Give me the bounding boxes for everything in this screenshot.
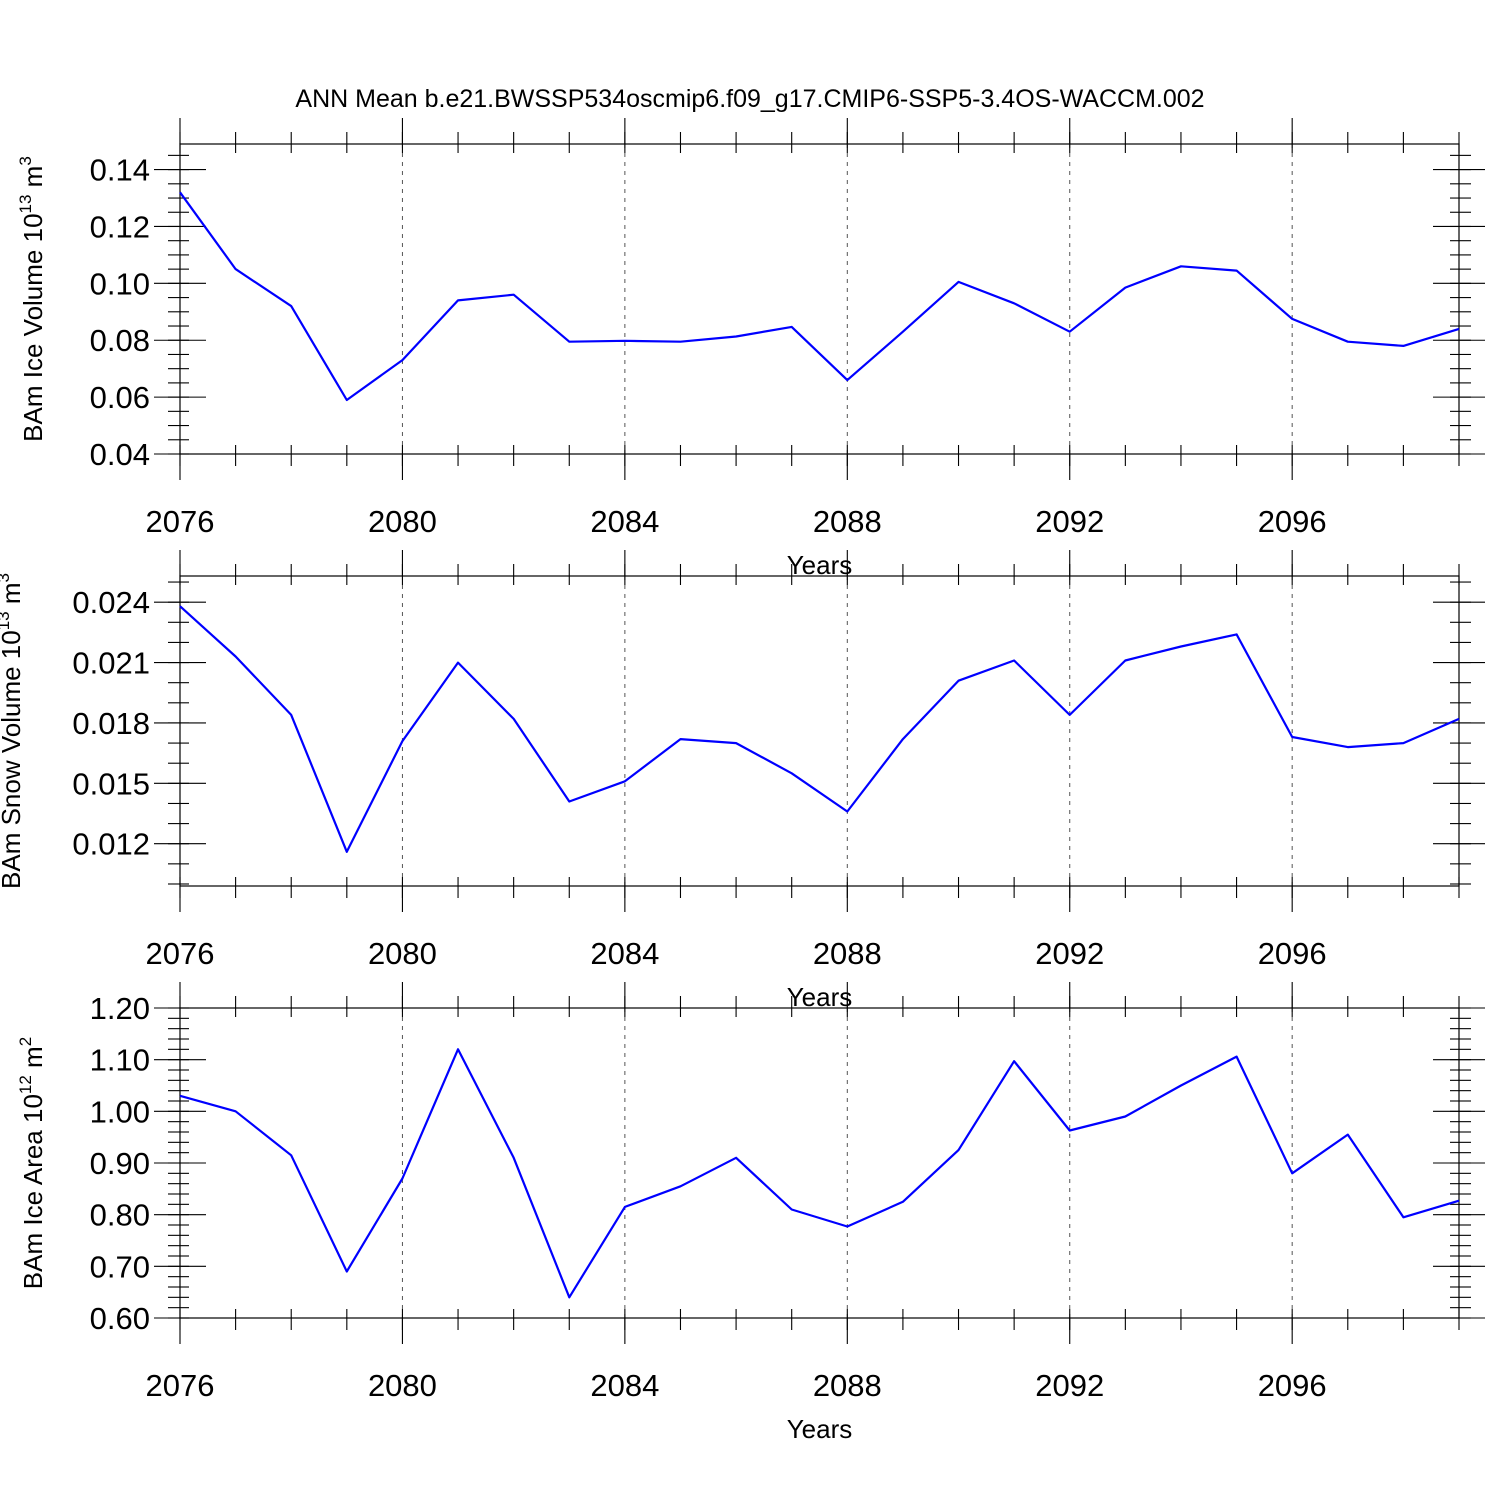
x-tick-label: 2076 bbox=[146, 936, 215, 971]
y-tick-label: 0.60 bbox=[90, 1301, 150, 1336]
series-line bbox=[179, 191, 1460, 402]
panel-1: 2076 2080 2084 2088 2092 2096 Years 0.04 0.06 0.0… bbox=[16, 118, 1485, 580]
panel-2: 2076 2080 2084 2088 2092 2096 Years 0.012 0.015 0… bbox=[0, 550, 1485, 1012]
x-tick-label: 2092 bbox=[1035, 1368, 1104, 1403]
x-axis-title: Years bbox=[787, 1414, 853, 1444]
x-tick-label: 2096 bbox=[1258, 504, 1327, 539]
y-tick-label: 0.018 bbox=[72, 706, 150, 741]
series-line bbox=[179, 605, 1460, 853]
y-tick-label: 1.10 bbox=[90, 1043, 150, 1078]
x-tick-label: 2084 bbox=[590, 504, 659, 539]
y-tick-label: 1.00 bbox=[90, 1094, 150, 1129]
x-tick-label: 2088 bbox=[813, 504, 882, 539]
x-tick-label: 2088 bbox=[813, 936, 882, 971]
y-tick-label: 0.08 bbox=[90, 323, 150, 358]
x-tick-label: 2096 bbox=[1258, 1368, 1327, 1403]
y-tick-label: 0.90 bbox=[90, 1146, 150, 1181]
y-axis-title: BAm Ice Area 1012 m2 bbox=[16, 1037, 48, 1289]
plot-frame bbox=[179, 143, 1460, 455]
x-tick-label: 2084 bbox=[590, 1368, 659, 1403]
x-tick-label: 2092 bbox=[1035, 504, 1104, 539]
y-tick-label: 0.12 bbox=[90, 209, 150, 244]
panel-3: 2076 2080 2084 2088 2092 2096 Years 0.60 0.70 0.8… bbox=[16, 982, 1485, 1444]
y-tick-label: 0.024 bbox=[72, 585, 150, 620]
x-tick-label: 2076 bbox=[146, 504, 215, 539]
plot-frame bbox=[179, 575, 1460, 887]
x-tick-label: 2080 bbox=[368, 504, 437, 539]
y-tick-label: 0.70 bbox=[90, 1249, 150, 1284]
y-tick-label: 0.015 bbox=[72, 766, 150, 801]
y-tick-label: 0.06 bbox=[90, 380, 150, 415]
plot-frame bbox=[179, 1007, 1460, 1319]
y-axis-title: BAm Ice Volume 1013 m3 bbox=[16, 156, 48, 442]
x-tick-label: 2092 bbox=[1035, 936, 1104, 971]
y-tick-label: 0.021 bbox=[72, 646, 150, 681]
y-tick-label: 0.80 bbox=[90, 1198, 150, 1233]
figure-title: ANN Mean b.e21.BWSSP534oscmip6.f09_g17.C… bbox=[295, 85, 1204, 113]
series-line bbox=[179, 1048, 1460, 1299]
x-tick-label: 2080 bbox=[368, 1368, 437, 1403]
x-axis-title: Years bbox=[787, 982, 853, 1012]
x-tick-label: 2076 bbox=[146, 1368, 215, 1403]
x-axis-title: Years bbox=[787, 550, 853, 580]
y-tick-label: 0.012 bbox=[72, 827, 150, 862]
y-tick-label: 0.14 bbox=[90, 153, 150, 188]
y-tick-label: 0.10 bbox=[90, 266, 150, 301]
x-tick-label: 2096 bbox=[1258, 936, 1327, 971]
y-axis-title: BAm Snow Volume 1013 m3 bbox=[0, 573, 26, 889]
x-tick-label: 2084 bbox=[590, 936, 659, 971]
x-tick-label: 2088 bbox=[813, 1368, 882, 1403]
y-tick-label: 0.04 bbox=[90, 437, 150, 472]
y-tick-label: 1.20 bbox=[90, 991, 150, 1026]
x-tick-label: 2080 bbox=[368, 936, 437, 971]
